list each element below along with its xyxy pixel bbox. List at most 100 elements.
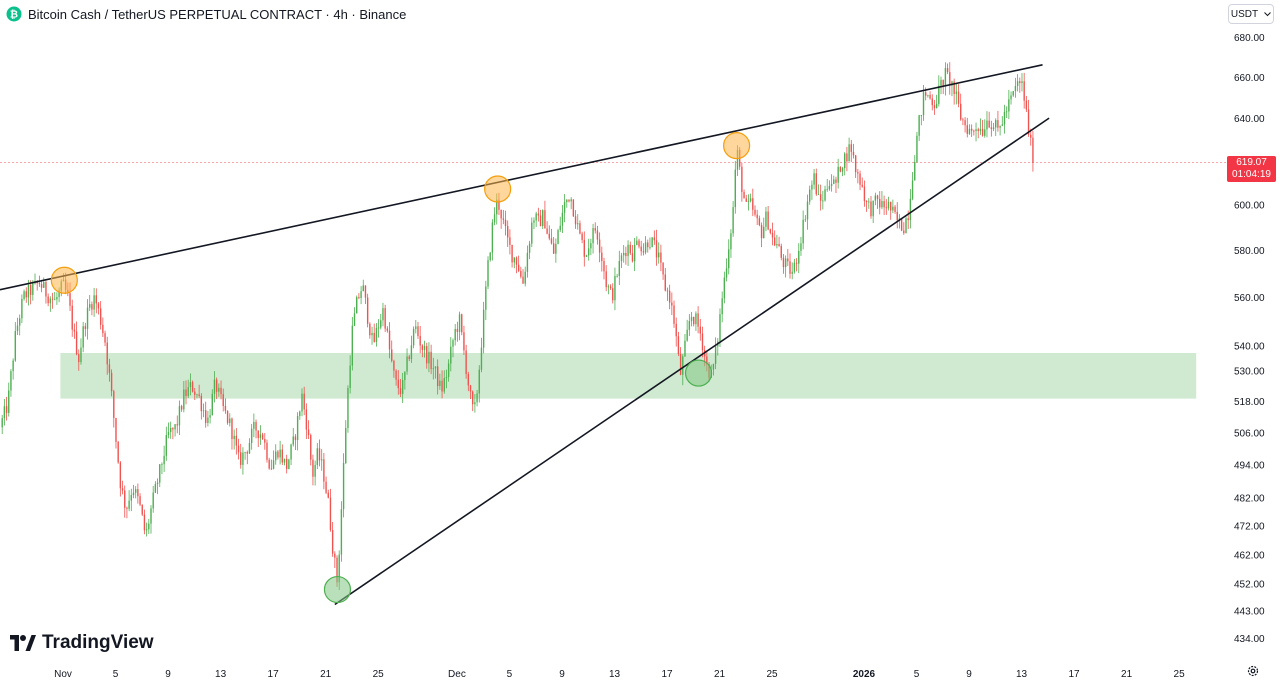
candle-body [776, 244, 778, 246]
candle [745, 194, 747, 203]
candle [686, 319, 688, 342]
candle-body [561, 212, 564, 226]
candle [662, 262, 664, 280]
candle-body [612, 288, 614, 301]
candle-body [859, 173, 861, 185]
candle-body [95, 295, 97, 304]
candle [570, 197, 572, 210]
candle [93, 287, 95, 317]
candle [148, 518, 150, 534]
candle-body [200, 395, 203, 412]
candle-body [25, 291, 27, 298]
candle [205, 401, 207, 428]
y-tick-label: 560.00 [1234, 293, 1265, 304]
candle-body [211, 393, 213, 416]
candle-body [544, 210, 546, 229]
candle [493, 207, 496, 226]
candle [45, 280, 47, 304]
candle [903, 222, 905, 235]
candle-body [89, 304, 91, 308]
y-tick-label: 518.00 [1234, 397, 1265, 408]
candle-body [128, 500, 130, 509]
candle [200, 393, 203, 420]
candle-body [439, 380, 441, 387]
candle [1014, 77, 1017, 98]
candle-body [358, 297, 360, 299]
candle-body [513, 257, 515, 263]
candle-body [299, 411, 301, 417]
candle [95, 288, 97, 314]
candle-body [292, 436, 294, 445]
candle [78, 349, 80, 371]
candle [323, 453, 325, 490]
tradingview-logo[interactable]: TradingView [10, 632, 154, 654]
candle-body [629, 244, 631, 254]
candle [176, 415, 178, 434]
logo-text: TradingView [42, 632, 154, 653]
candle-body [3, 406, 6, 419]
candle [349, 355, 351, 394]
candle [316, 443, 319, 470]
candle-body [185, 389, 187, 397]
candle-body [432, 368, 435, 370]
candle [894, 205, 896, 214]
candle [246, 450, 248, 465]
candle [23, 289, 25, 301]
candle [830, 174, 833, 192]
candle [384, 304, 386, 332]
candle [920, 114, 923, 126]
candle-body [795, 262, 798, 264]
candle [548, 225, 550, 241]
candle [555, 238, 557, 263]
last-price-label: 619.07 01:04:19 [1227, 156, 1276, 182]
candle [857, 169, 859, 184]
candle [1025, 95, 1028, 113]
candle [603, 257, 605, 280]
candle-body [183, 389, 185, 410]
candle-body [953, 81, 955, 94]
candle [865, 200, 868, 212]
candle [342, 453, 345, 518]
candle-body [320, 459, 323, 461]
candle-body [246, 452, 248, 454]
candle-body [903, 230, 905, 234]
candle [417, 321, 419, 339]
candle [684, 333, 686, 358]
candle-body [706, 356, 708, 365]
candle-body [154, 484, 157, 493]
candle [303, 386, 305, 416]
candle [809, 185, 811, 205]
gear-icon[interactable] [1246, 664, 1260, 678]
candle [231, 417, 233, 450]
candle [299, 410, 301, 420]
candle [215, 377, 218, 399]
candle [458, 311, 461, 341]
candle-body [196, 394, 198, 396]
candle-body [550, 238, 553, 244]
candle [839, 166, 842, 173]
candle [329, 488, 332, 532]
candle [714, 337, 717, 370]
candle-body [557, 230, 559, 244]
candle-body [566, 199, 568, 203]
candle-body [828, 186, 831, 190]
candle [71, 299, 73, 337]
candle-body [132, 492, 135, 495]
candle [270, 459, 273, 470]
currency-select-button[interactable]: USDT [1228, 4, 1274, 24]
candle [640, 240, 642, 256]
candle-body [907, 218, 909, 221]
candle-body [951, 81, 953, 86]
candle-body [323, 459, 325, 482]
x-tick-label: 17 [661, 669, 673, 680]
candle [802, 210, 804, 250]
candle-body [863, 186, 866, 201]
candle-body [892, 206, 894, 211]
candle [439, 373, 441, 390]
candle [1, 414, 3, 435]
candle [345, 420, 347, 465]
candle [822, 190, 824, 210]
candle [852, 143, 855, 159]
candle-body [642, 251, 645, 253]
